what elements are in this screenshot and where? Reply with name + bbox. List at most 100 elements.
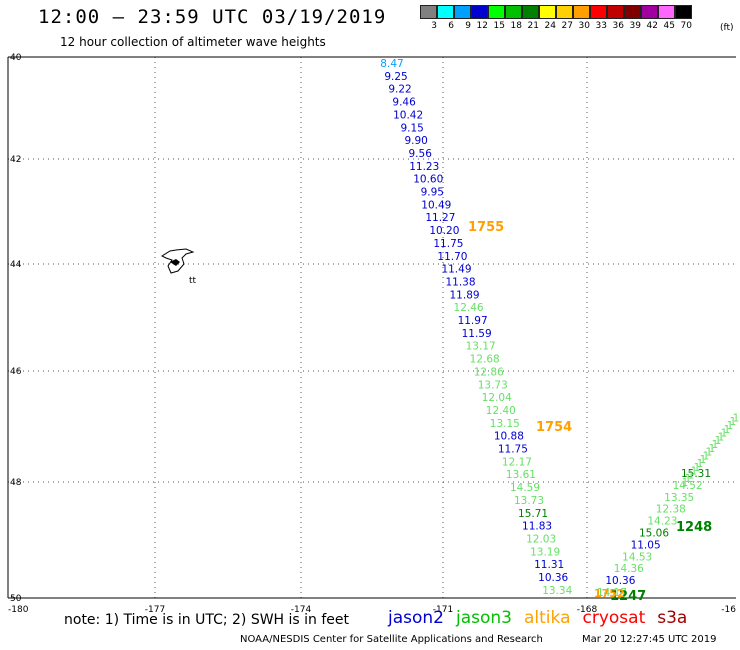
- wave-height-label: 11.31: [534, 559, 564, 571]
- wave-height-label: 11.97: [458, 315, 488, 327]
- wave-height-labels: 8.479.259.229.4610.429.159.909.5611.2310…: [380, 58, 739, 599]
- legend-swatch: [454, 5, 471, 19]
- legend-label: 15: [493, 21, 505, 31]
- wave-height-label: 11.83: [522, 521, 552, 533]
- wave-height-label: 10.36: [605, 575, 635, 587]
- dense-track-mark: 1: [688, 469, 695, 481]
- satellite-jason2: jason2: [388, 608, 444, 628]
- satellite-cryosat: cryosat: [582, 608, 646, 628]
- legend-label: 45: [663, 21, 675, 31]
- wave-height-label: 9.25: [384, 71, 407, 83]
- legend-label: 36: [612, 21, 624, 31]
- wave-height-label: 11.05: [631, 539, 661, 551]
- legend-label: 42: [646, 21, 658, 31]
- dense-track-mark: 1: [712, 439, 719, 451]
- legend-swatch: [675, 5, 692, 19]
- dense-track-mark: 1: [706, 447, 713, 459]
- dense-track-mark: 1: [727, 420, 734, 432]
- satellite-legend: jason2 jason3 altika cryosat s3a: [388, 608, 699, 628]
- wave-height-label: 15.06: [639, 528, 669, 540]
- wave-height-label: 9.95: [421, 187, 444, 199]
- legend-swatch: [641, 5, 658, 19]
- wave-height-label: 14.36: [614, 563, 644, 575]
- legend-label: 3: [431, 21, 437, 31]
- wave-height-label: 11.75: [498, 444, 528, 456]
- legend-label: 27: [561, 21, 573, 31]
- satellite-jason3: jason3: [456, 608, 512, 628]
- dense-track-mark: 1: [697, 458, 704, 470]
- lon-label: -174: [291, 605, 312, 615]
- wave-height-label: 11.70: [437, 251, 467, 263]
- legend-swatch: [505, 5, 522, 19]
- dense-track-mark: 1: [685, 473, 692, 485]
- wave-height-label: 10.20: [429, 225, 459, 237]
- wave-height-label: 11.49: [441, 264, 471, 276]
- wave-height-label: 13.17: [466, 341, 496, 353]
- legend-unit: (ft): [720, 23, 734, 33]
- wave-height-label: 9.56: [409, 148, 433, 160]
- lat-label: 42: [10, 155, 21, 165]
- wave-height-label: 15.31: [681, 468, 711, 480]
- wave-height-label: 12.40: [486, 405, 516, 417]
- wave-height-label: 11.23: [409, 161, 439, 173]
- time-label: 1755: [468, 220, 504, 235]
- legend-swatch: [590, 5, 607, 19]
- time-label: 1752: [594, 587, 625, 600]
- lon-label: -180: [8, 605, 29, 615]
- color-legend: 3 6 9 12 15 18 21 24 27 30 33 36 39 42 45 70 (ft): [420, 5, 734, 33]
- legend-label: 24: [544, 21, 556, 31]
- lat-label: 40: [10, 53, 22, 63]
- dense-track-mark: 1: [682, 477, 689, 489]
- legend-labels: 3 6 9 12 15 18 21 24 27 30 33 36 39 42 45 70: [420, 21, 692, 31]
- dense-track-mark: 1: [724, 424, 731, 436]
- wave-height-label: 8.47: [380, 58, 403, 70]
- wave-height-label: 10.42: [393, 109, 423, 121]
- time-label: 1754: [536, 420, 572, 435]
- page-subtitle: 12 hour collection of altimeter wave hei…: [60, 35, 326, 49]
- map-grid: [7, 56, 736, 599]
- wave-height-label: 9.90: [404, 135, 427, 147]
- legend-swatch: [437, 5, 454, 19]
- legend-label: 6: [448, 21, 454, 31]
- axis-labels: 40 42 44 46 48 50-180 -177 -174 -171 -168 -16: [8, 53, 736, 615]
- wave-height-label: 14.17: [597, 587, 627, 599]
- dense-track-mark: 1: [715, 435, 722, 447]
- wave-height-label: 13.19: [530, 546, 560, 558]
- wave-height-label: 14.23: [647, 516, 677, 528]
- legend-label: 21: [527, 21, 539, 31]
- legend-swatch: [539, 5, 556, 19]
- legend-label: 30: [578, 21, 590, 31]
- satellite-altika: altika: [524, 608, 571, 628]
- legend-label: 70: [680, 21, 692, 31]
- wave-height-label: 10.49: [421, 199, 451, 211]
- wave-height-label: 14.59: [510, 482, 540, 494]
- legend-swatch: [658, 5, 675, 19]
- dense-track-mark: 1: [733, 412, 740, 424]
- legend-swatches: [420, 5, 692, 19]
- generated-timestamp: Mar 20 12:27:45 UTC 2019: [582, 634, 717, 645]
- page-title: 12:00 – 23:59 UTC 03/19/2019: [38, 6, 387, 28]
- island-group: tt: [160, 248, 197, 286]
- wave-height-label: 9.15: [400, 122, 423, 134]
- wave-height-label: 10.36: [538, 572, 568, 584]
- wave-height-label: 13.34: [542, 585, 572, 597]
- dense-track-mark: 1: [694, 462, 701, 474]
- wave-height-label: 9.46: [392, 97, 416, 109]
- legend-label: 12: [476, 21, 488, 31]
- legend-label: 33: [595, 21, 607, 31]
- wave-height-label: 13.73: [514, 495, 544, 507]
- legend-label: 39: [629, 21, 641, 31]
- dense-track-mark: 1: [730, 416, 737, 428]
- lon-label: -16: [721, 605, 736, 615]
- island-shading: [170, 259, 180, 266]
- legend-swatch: [573, 5, 590, 19]
- wave-height-label: 11.38: [445, 276, 475, 288]
- wave-height-label: 10.60: [413, 174, 443, 186]
- legend-swatch: [607, 5, 624, 19]
- wave-height-label: 13.35: [664, 492, 694, 504]
- dense-track-mark: 1: [700, 454, 707, 466]
- dense-track-mark: 1: [718, 431, 725, 443]
- dense-track-mark: 1: [691, 466, 698, 478]
